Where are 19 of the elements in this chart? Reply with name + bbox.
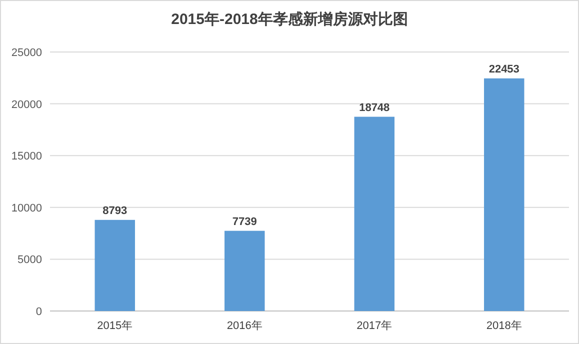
y-tick-label: 5000 (18, 254, 42, 266)
data-label: 18748 (359, 102, 390, 114)
x-tick-label: 2017年 (356, 320, 392, 332)
y-tick-label: 0 (36, 306, 42, 318)
x-tick-label: 2015年 (97, 320, 133, 332)
y-tick-label: 20000 (11, 98, 42, 111)
bar (94, 220, 135, 311)
data-label: 8793 (102, 204, 128, 217)
y-tick-label: 25000 (11, 47, 42, 59)
data-label: 22453 (488, 63, 520, 76)
bar (224, 230, 265, 311)
chart-title: 2015年-2018年孝感新增房源对比图 (171, 10, 408, 28)
y-tick-label: 10000 (11, 202, 42, 214)
x-tick-label: 2016年 (226, 320, 262, 332)
bar (484, 78, 524, 311)
y-tick-label: 15000 (11, 150, 42, 163)
bar (354, 116, 394, 311)
data-label: 7739 (232, 216, 257, 228)
x-tick-label: 2018年 (486, 320, 522, 332)
